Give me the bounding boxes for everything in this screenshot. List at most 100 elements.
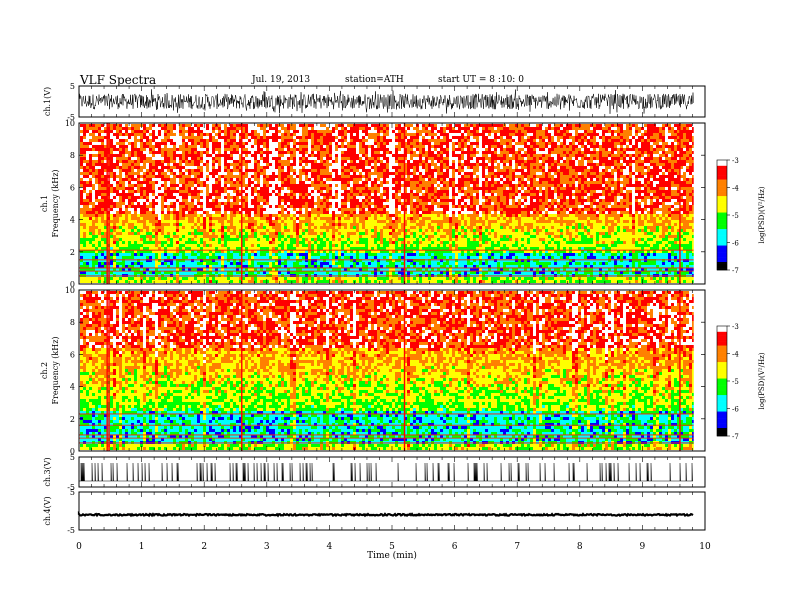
- spectrogram-cell: [161, 208, 164, 211]
- spectrogram-cell: [254, 190, 257, 193]
- spectrogram-cell: [86, 208, 89, 211]
- spectrogram-cell: [248, 235, 251, 238]
- spectrogram-cell: [224, 127, 227, 130]
- spectrogram-cell: [173, 130, 176, 133]
- spectrogram-cell: [296, 133, 299, 136]
- ch1-waveform-ylabel: ch.1(V): [43, 87, 52, 116]
- spectrogram-cell: [149, 196, 152, 199]
- spectrogram-cell: [254, 160, 257, 163]
- spectrogram-cell: [185, 247, 188, 250]
- spectrogram-cell: [86, 133, 89, 136]
- spectrogram-cell: [194, 229, 197, 232]
- spectrogram-cell: [173, 262, 176, 265]
- spectrogram-cell: [248, 223, 251, 226]
- spectrogram-cell: [311, 136, 314, 139]
- spectrogram-cell: [248, 187, 251, 190]
- spectrogram-cell: [194, 148, 197, 151]
- spectrogram-cell: [236, 205, 239, 208]
- spectrogram-cell: [152, 172, 155, 175]
- spectrogram-cell: [113, 187, 116, 190]
- spectrogram-cell: [233, 190, 236, 193]
- spectrogram-cell: [122, 142, 125, 145]
- spectrogram-cell: [335, 238, 338, 241]
- spectrogram-cell: [155, 148, 158, 151]
- spectrogram-cell: [80, 184, 83, 187]
- spectrogram-cell: [149, 181, 152, 184]
- spectrogram-cell: [83, 235, 86, 238]
- spectrogram-cell: [194, 277, 197, 280]
- spectrogram-cell: [152, 205, 155, 208]
- spectrogram-cell: [245, 244, 248, 247]
- spectrogram-cell: [350, 181, 353, 184]
- spectrogram-cell: [191, 187, 194, 190]
- spectrogram-cell: [251, 190, 254, 193]
- spectrogram-cell: [152, 253, 155, 256]
- spectrogram-cell: [260, 181, 263, 184]
- spectrogram-cell: [221, 136, 224, 139]
- spectrogram-cell: [215, 256, 218, 259]
- spectrogram-cell: [257, 175, 260, 178]
- spectrogram-cell: [332, 247, 335, 250]
- spectrogram-cell: [227, 226, 230, 229]
- spectrogram-cell: [296, 142, 299, 145]
- spectrogram-cell: [335, 223, 338, 226]
- spectrogram-cell: [128, 256, 131, 259]
- spectrogram-cell: [218, 196, 221, 199]
- spectrogram-cell: [251, 175, 254, 178]
- spectrogram-cell: [269, 217, 272, 220]
- spectrogram-cell: [95, 181, 98, 184]
- spectrogram-cell: [182, 208, 185, 211]
- spectrogram-cell: [143, 175, 146, 178]
- spectrogram-cell: [149, 232, 152, 235]
- spectrogram-cell: [266, 199, 269, 202]
- spectrogram-cell: [110, 187, 113, 190]
- spectrogram-cell: [167, 136, 170, 139]
- spectrogram-cell: [236, 181, 239, 184]
- spectrogram-cell: [89, 223, 92, 226]
- spectrogram-cell: [155, 205, 158, 208]
- spectrogram-cell: [86, 178, 89, 181]
- spectrogram-cell: [287, 208, 290, 211]
- spectrogram-cell: [179, 166, 182, 169]
- spectrogram-cell: [227, 130, 230, 133]
- spectrogram-cell: [296, 268, 299, 271]
- spectrogram-cell: [335, 154, 338, 157]
- spectrogram-cell: [158, 166, 161, 169]
- spectrogram-cell: [341, 205, 344, 208]
- spectrogram-cell: [329, 196, 332, 199]
- spectrogram-cell: [230, 151, 233, 154]
- spectrogram-cell: [233, 229, 236, 232]
- spectrogram-cell: [254, 127, 257, 130]
- spectrogram-cell: [275, 202, 278, 205]
- spectrogram-cell: [344, 220, 347, 223]
- spectrogram-cell: [137, 166, 140, 169]
- spectrogram-cell: [212, 238, 215, 241]
- spectrogram-cell: [296, 217, 299, 220]
- spectrogram-cell: [269, 160, 272, 163]
- spectrogram-cell: [182, 277, 185, 280]
- spectrogram-cell: [299, 181, 302, 184]
- spectrogram-cell: [305, 172, 308, 175]
- spectrogram-cell: [296, 205, 299, 208]
- spectrogram-cell: [296, 247, 299, 250]
- spectrogram-cell: [272, 247, 275, 250]
- spectrogram-cell: [227, 175, 230, 178]
- spectrogram-cell: [248, 124, 251, 127]
- spectrogram-cell: [275, 244, 278, 247]
- spectrogram-cell: [197, 133, 200, 136]
- spectrogram-cell: [344, 247, 347, 250]
- spectrogram-cell: [347, 229, 350, 232]
- spectrogram-cell: [215, 181, 218, 184]
- spectrogram-cell: [182, 190, 185, 193]
- spectrogram-cell: [278, 193, 281, 196]
- spectrogram-cell: [200, 193, 203, 196]
- spectrogram-cell: [146, 151, 149, 154]
- spectrogram-cell: [353, 247, 356, 250]
- spectrogram-cell: [131, 166, 134, 169]
- spectrogram-cell: [173, 184, 176, 187]
- spectrogram-cell: [278, 166, 281, 169]
- spectrogram-cell: [158, 127, 161, 130]
- spectrogram-cell: [197, 211, 200, 214]
- spectrogram-cell: [263, 184, 266, 187]
- spectrogram-cell: [257, 145, 260, 148]
